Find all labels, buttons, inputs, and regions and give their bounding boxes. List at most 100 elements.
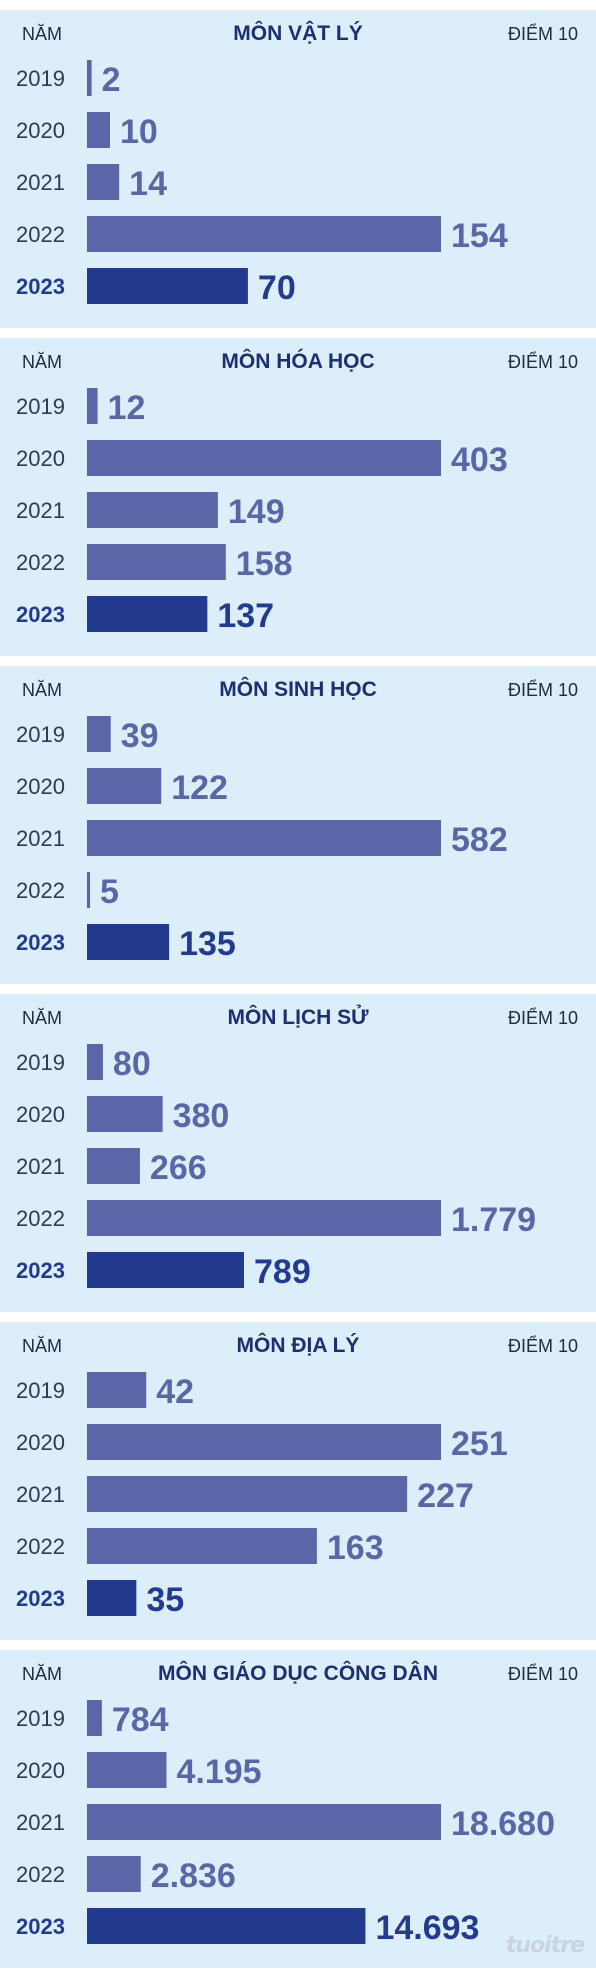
value-label: 251 [451, 1425, 508, 1463]
bar-chart: 2019 42 2020 251 2021 227 2022 163 2023 35 [16, 1372, 508, 1619]
bar [87, 1700, 102, 1736]
chart-panel: NĂM MÔN ĐỊA LÝ ĐIỂM 10 2019 42 2020 251 2021 227… [0, 1322, 596, 1640]
chart-panel: NĂM MÔN SINH HỌC ĐIỂM 10 2019 39 2020 122 2021 5… [0, 666, 596, 984]
year-label: 2020 [16, 446, 65, 471]
bar [87, 1424, 441, 1460]
chart-title: MÔN HÓA HỌC [221, 350, 375, 373]
year-label: 2023 [16, 1586, 65, 1611]
bar [87, 440, 441, 476]
value-label: 42 [156, 1373, 194, 1411]
year-label: 2022 [16, 1862, 65, 1887]
value-label: 80 [113, 1045, 151, 1083]
bar [87, 768, 162, 804]
bar [87, 1908, 366, 1944]
chart-panel: NĂM MÔN VẬT LÝ ĐIỂM 10 2019 2 2020 10 2021 14 202… [0, 10, 596, 328]
year-label: 2021 [16, 1482, 65, 1507]
value-label: 582 [451, 821, 508, 859]
year-label: 2020 [16, 1102, 65, 1127]
bar [87, 544, 226, 580]
year-column-header: NĂM [22, 352, 62, 372]
year-label: 2023 [16, 1914, 65, 1939]
bar [87, 1752, 167, 1788]
bar [87, 492, 218, 528]
bar [87, 164, 120, 200]
year-label: 2023 [16, 274, 65, 299]
year-label: 2019 [16, 394, 65, 419]
year-label: 2021 [16, 498, 65, 523]
year-label: 2020 [16, 774, 65, 799]
value-label: 789 [254, 1253, 311, 1291]
bar [87, 1044, 103, 1080]
bar [87, 716, 111, 752]
year-label: 2022 [16, 1534, 65, 1559]
chart-title: MÔN LỊCH SỬ [227, 1006, 369, 1029]
year-label: 2021 [16, 826, 65, 851]
year-label: 2022 [16, 550, 65, 575]
value-label: 4.195 [176, 1753, 261, 1791]
chart-title: MÔN SINH HỌC [219, 678, 377, 701]
value-label: 154 [451, 217, 508, 255]
year-label: 2019 [16, 1050, 65, 1075]
value-label: 403 [451, 441, 508, 479]
value-label: 158 [236, 545, 293, 583]
year-label: 2021 [16, 1810, 65, 1835]
year-label: 2021 [16, 1154, 65, 1179]
bar-chart: 2019 12 2020 403 2021 149 2022 158 2023 137 [16, 388, 508, 635]
value-label: 784 [112, 1701, 169, 1739]
score-column-header: ĐIỂM 10 [507, 1008, 578, 1028]
year-label: 2022 [16, 878, 65, 903]
bar [87, 1372, 147, 1408]
bar [87, 820, 441, 856]
value-label: 149 [228, 493, 285, 531]
year-label: 2020 [16, 118, 65, 143]
bar [87, 216, 441, 252]
value-label: 122 [171, 769, 228, 807]
value-label: 163 [327, 1529, 384, 1567]
score-column-header: ĐIỂM 10 [507, 680, 578, 700]
year-label: 2019 [16, 1378, 65, 1403]
chart-title: MÔN ĐỊA LÝ [236, 1334, 360, 1357]
chart-panel: NĂM MÔN GIÁO DỤC CÔNG DÂN ĐIỂM 10 2019 784 20… [0, 1650, 596, 1968]
value-label: 14.693 [375, 1909, 479, 1947]
bar [87, 112, 110, 148]
bar [87, 1580, 137, 1616]
chart-title: MÔN GIÁO DỤC CÔNG DÂN [158, 1662, 438, 1685]
year-label: 2022 [16, 222, 65, 247]
chart-panel: NĂM MÔN HÓA HỌC ĐIỂM 10 2019 12 2020 403 2021 14… [0, 338, 596, 656]
bar [87, 1096, 163, 1132]
chart-panel: NĂM MÔN LỊCH SỬ ĐIỂM 10 2019 80 2020 380 2021 26… [0, 994, 596, 1312]
value-label: 380 [173, 1097, 230, 1135]
year-label: 2023 [16, 602, 65, 627]
score-column-header: ĐIỂM 10 [507, 24, 578, 44]
value-label: 39 [121, 717, 159, 755]
year-label: 2022 [16, 1206, 65, 1231]
value-label: 12 [108, 389, 146, 427]
score-column-header: ĐIỂM 10 [507, 1664, 578, 1684]
year-label: 2023 [16, 1258, 65, 1283]
bar [87, 1528, 317, 1564]
value-label: 14 [129, 165, 167, 203]
bar [87, 1804, 441, 1840]
value-label: 266 [150, 1149, 207, 1187]
bar-chart: 2019 80 2020 380 2021 266 2022 1.779 2023 789 [16, 1044, 536, 1291]
year-column-header: NĂM [22, 680, 62, 700]
value-label: 35 [146, 1581, 184, 1619]
year-column-header: NĂM [22, 1008, 62, 1028]
publisher-logo: tuoitre [505, 1933, 585, 1958]
value-label: 1.779 [451, 1201, 536, 1239]
bar [87, 388, 98, 424]
bar [87, 872, 91, 908]
bar [87, 1200, 441, 1236]
year-column-header: NĂM [22, 1336, 62, 1356]
value-label: 18.680 [451, 1805, 555, 1843]
value-label: 5 [100, 873, 119, 911]
year-label: 2020 [16, 1430, 65, 1455]
bar [87, 1148, 140, 1184]
bar [87, 1476, 408, 1512]
value-label: 70 [258, 269, 296, 307]
year-label: 2019 [16, 1706, 65, 1731]
value-label: 10 [120, 113, 158, 151]
bar [87, 268, 248, 304]
bar [87, 1856, 141, 1892]
value-label: 2 [102, 61, 121, 99]
